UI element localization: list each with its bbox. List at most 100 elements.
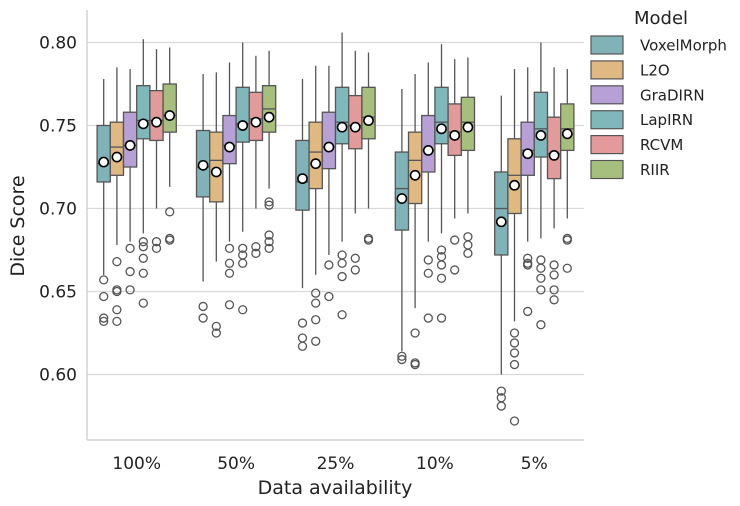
box-iqr xyxy=(407,131,423,205)
outlier-point xyxy=(423,313,433,323)
box-l2o xyxy=(507,69,522,426)
outlier-point xyxy=(138,253,148,263)
outlier-point xyxy=(509,359,520,370)
outlier-point xyxy=(562,263,572,273)
box-l2o xyxy=(109,67,125,327)
mean-marker xyxy=(449,130,461,141)
x-tick-label: 10% xyxy=(416,454,454,474)
outlier-point xyxy=(509,348,520,358)
box-rcvm xyxy=(447,59,462,275)
outlier-point xyxy=(112,305,122,315)
outlier-point xyxy=(112,286,122,297)
outlier-point xyxy=(496,386,506,396)
box-voxelmorph xyxy=(394,88,410,365)
outlier-point xyxy=(423,255,433,265)
mean-marker xyxy=(522,148,534,160)
box-iqr xyxy=(136,85,151,140)
outlier-point xyxy=(536,273,546,283)
outlier-point xyxy=(264,197,274,207)
legend-swatch xyxy=(590,135,624,155)
box-iqr xyxy=(248,91,264,142)
outlier-point xyxy=(125,243,135,253)
box-lapirn xyxy=(434,44,449,323)
box-gradirn xyxy=(321,65,337,302)
box-riir xyxy=(460,57,476,258)
mean-marker xyxy=(509,179,520,191)
y-tick-label: 0.70 xyxy=(39,200,77,220)
box-lapirn xyxy=(533,42,549,330)
box-group xyxy=(494,42,575,426)
outlier-point xyxy=(324,291,334,302)
outlier-point xyxy=(251,248,261,258)
outlier-point xyxy=(496,401,506,411)
outlier-point xyxy=(251,242,261,252)
outlier-point xyxy=(324,260,334,270)
box-lapirn xyxy=(334,32,350,320)
outlier-point xyxy=(549,295,559,305)
outlier-point xyxy=(264,200,274,210)
outlier-point xyxy=(238,243,248,253)
legend-label: GraDIRN xyxy=(640,86,705,104)
box-gradirn xyxy=(421,62,436,323)
legend-item-voxelmorph: VoxelMorph xyxy=(590,35,727,55)
x-tick-label: 100% xyxy=(112,454,161,474)
legend-item-riir: RIIR xyxy=(590,159,670,180)
tick-labels: 0.60 0.65 0.70 0.75 0.80 100% 50% 25% 10% 5% xyxy=(39,34,548,475)
box-iqr xyxy=(434,86,449,145)
outlier-point xyxy=(99,316,109,327)
box-rcvm xyxy=(149,49,164,253)
outlier-point xyxy=(562,235,572,245)
mean-marker xyxy=(111,151,123,163)
x-tick-label: 5% xyxy=(521,454,548,474)
outlier-point xyxy=(99,291,109,302)
outlier-point xyxy=(224,268,235,278)
outlier-point xyxy=(536,255,546,265)
box-rcvm xyxy=(546,67,562,305)
x-axis-title: Data availability xyxy=(258,477,413,499)
outlier-point xyxy=(523,253,533,263)
outlier-point xyxy=(198,313,208,323)
box-lapirn xyxy=(235,42,250,315)
mean-marker xyxy=(124,140,136,151)
y-tick-label: 0.80 xyxy=(39,34,77,54)
mean-marker xyxy=(164,110,176,121)
outlier-point xyxy=(523,306,533,317)
box-group xyxy=(96,39,177,327)
box-iqr xyxy=(447,103,462,157)
mean-marker xyxy=(224,141,235,153)
outlier-point xyxy=(350,265,360,275)
box-iqr xyxy=(334,86,350,145)
outlier-point xyxy=(536,320,546,330)
box-rcvm xyxy=(348,50,363,275)
box-gradirn xyxy=(520,67,535,317)
outlier-point xyxy=(423,268,433,278)
outlier-point xyxy=(238,258,248,268)
mean-marker xyxy=(250,116,262,128)
mean-marker xyxy=(363,115,374,126)
mean-marker xyxy=(349,121,361,133)
outlier-point xyxy=(165,207,175,217)
box-iqr xyxy=(533,91,549,158)
box-iqr xyxy=(149,89,164,142)
outlier-point xyxy=(138,242,148,252)
outlier-point xyxy=(297,318,308,328)
box-iqr xyxy=(507,138,522,215)
mean-marker xyxy=(409,169,421,181)
mean-marker xyxy=(210,166,222,178)
outlier-point xyxy=(297,341,308,351)
box-iqr xyxy=(560,103,575,152)
box-group xyxy=(394,44,476,370)
outlier-point xyxy=(125,266,135,277)
outlier-point xyxy=(463,248,473,258)
legend-label: L2O xyxy=(640,61,670,79)
box-iqr xyxy=(222,114,237,165)
outlier-point xyxy=(99,313,109,323)
mean-marker xyxy=(197,159,209,171)
outlier-point xyxy=(311,336,321,346)
mean-marker xyxy=(396,193,408,204)
mean-marker xyxy=(98,156,110,168)
box-groups xyxy=(96,32,575,426)
legend-title: Model xyxy=(634,8,688,29)
outlier-point xyxy=(311,315,321,325)
